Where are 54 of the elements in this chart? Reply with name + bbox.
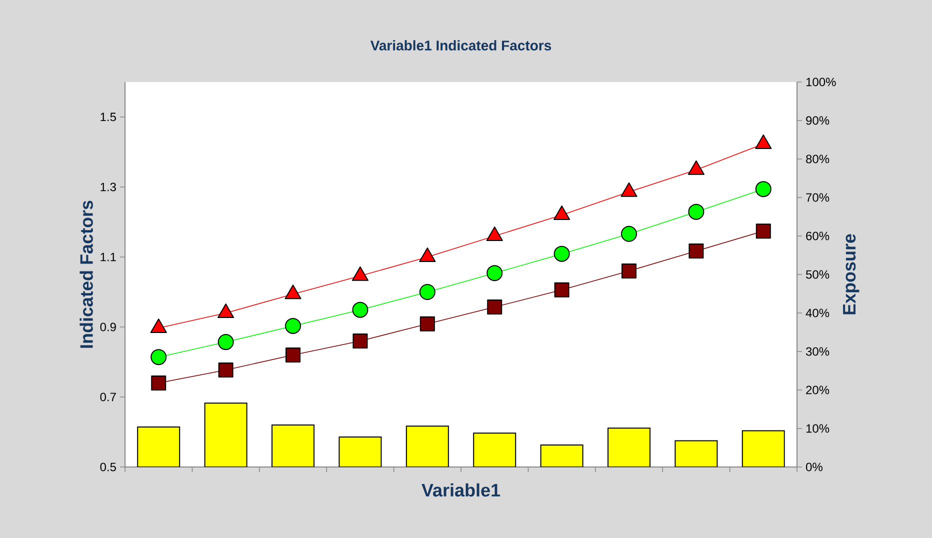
point bbox=[352, 333, 368, 348]
point bbox=[352, 302, 368, 318]
y2-tick-label: 40% bbox=[806, 308, 830, 318]
bar bbox=[742, 430, 785, 467]
y2-axis-title: Exposure bbox=[843, 234, 860, 314]
point bbox=[554, 282, 570, 298]
y2-tick-label: 10% bbox=[806, 424, 830, 433]
point bbox=[486, 265, 503, 282]
x-axis-title: Variable1 bbox=[422, 483, 500, 497]
point bbox=[622, 263, 636, 278]
point bbox=[756, 224, 771, 239]
bar bbox=[674, 440, 718, 467]
point bbox=[755, 134, 772, 149]
point bbox=[688, 204, 704, 220]
point bbox=[688, 160, 704, 175]
point bbox=[487, 300, 502, 315]
y-tick-label: 1.3 bbox=[100, 182, 116, 192]
y2-tick-label: 30% bbox=[806, 347, 830, 356]
point bbox=[285, 318, 302, 334]
y-tick-label: 0.7 bbox=[100, 392, 116, 402]
y2-tick-label: 80% bbox=[806, 154, 830, 164]
y-tick-label: 1.5 bbox=[100, 112, 116, 122]
point bbox=[420, 316, 435, 332]
y-tick-label: 1.1 bbox=[100, 252, 116, 262]
bar bbox=[272, 424, 315, 467]
point bbox=[150, 349, 167, 366]
y2-tick-label: 50% bbox=[806, 270, 830, 279]
point bbox=[688, 244, 704, 259]
y-tick-label: 0.9 bbox=[100, 322, 116, 332]
y2-tick-label: 60% bbox=[806, 232, 830, 240]
point bbox=[218, 334, 234, 350]
point bbox=[218, 362, 234, 378]
bar bbox=[473, 432, 516, 467]
point bbox=[621, 226, 637, 242]
y2-tick-label: 90% bbox=[806, 116, 830, 125]
y-tick-label: 0.5 bbox=[100, 462, 116, 472]
bar bbox=[540, 444, 584, 467]
point bbox=[151, 375, 166, 390]
y2-tick-label: 0% bbox=[806, 462, 822, 472]
bar bbox=[406, 426, 449, 467]
bar bbox=[204, 402, 248, 467]
bar bbox=[338, 436, 382, 467]
bar bbox=[137, 426, 180, 467]
point bbox=[286, 347, 301, 362]
point bbox=[755, 181, 772, 198]
y-axis-title: Indicated Factors bbox=[80, 200, 93, 348]
y2-tick-label: 100% bbox=[806, 78, 836, 86]
point bbox=[620, 182, 638, 197]
chart-title: Variable1 Indicated Factors bbox=[370, 40, 552, 50]
point bbox=[554, 246, 570, 262]
point bbox=[419, 284, 436, 300]
y2-tick-label: 20% bbox=[806, 386, 830, 394]
y2-tick-label: 70% bbox=[806, 193, 830, 202]
bar bbox=[608, 428, 650, 467]
